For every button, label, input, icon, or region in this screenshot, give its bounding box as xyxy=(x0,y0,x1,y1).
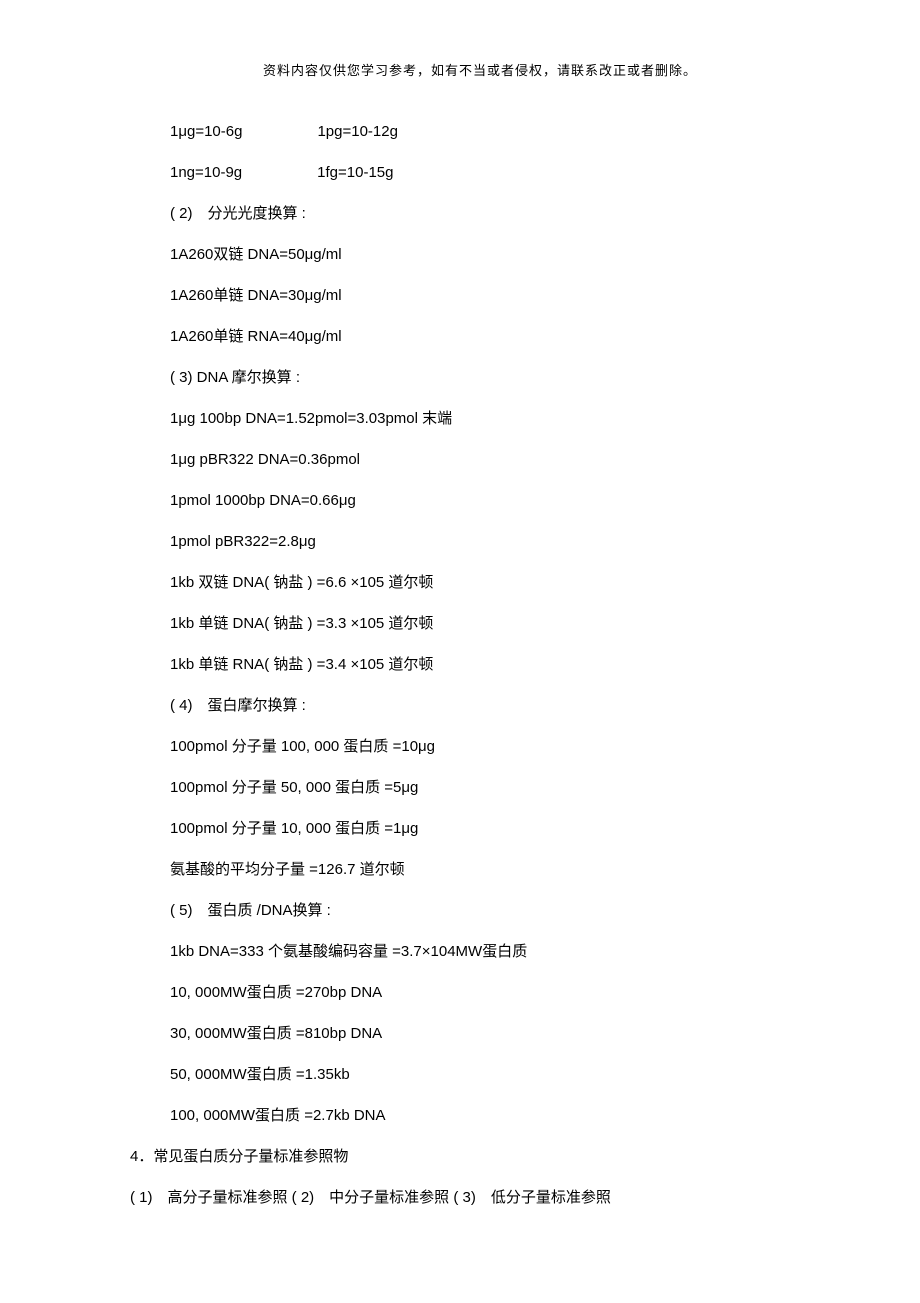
text-line: 1A260单链 DNA=30μg/ml xyxy=(170,288,790,303)
text-line: 1kb 单链 RNA( 钠盐 ) =3.4 ×105 道尔顿 xyxy=(170,657,790,672)
text-line: 1ng=10-9g 1fg=10-15g xyxy=(170,165,790,180)
text-line: 1kb 单链 DNA( 钠盐 ) =3.3 ×105 道尔顿 xyxy=(170,616,790,631)
text-line: 1A260双链 DNA=50μg/ml xyxy=(170,247,790,262)
header-disclaimer: 资料内容仅供您学习参考，如有不当或者侵权，请联系改正或者删除。 xyxy=(170,60,790,79)
text-line: 1kb 双链 DNA( 钠盐 ) =6.6 ×105 道尔顿 xyxy=(170,575,790,590)
text-line: 1A260单链 RNA=40μg/ml xyxy=(170,329,790,344)
text-line: 1μg 100bp DNA=1.52pmol=3.03pmol 末端 xyxy=(170,411,790,426)
section-heading: ( 4) 蛋白摩尔换算 : xyxy=(170,698,790,713)
text-line: 50, 000MW蛋白质 =1.35kb xyxy=(170,1067,790,1082)
section-heading: ( 5) 蛋白质 /DNA换算 : xyxy=(170,903,790,918)
text-line: 30, 000MW蛋白质 =810bp DNA xyxy=(170,1026,790,1041)
section-heading: ( 3) DNA 摩尔换算 : xyxy=(170,370,790,385)
subsection-list: ( 1) 高分子量标准参照 ( 2) 中分子量标准参照 ( 3) 低分子量标准参… xyxy=(130,1190,790,1205)
text-line: 100pmol 分子量 50, 000 蛋白质 =5μg xyxy=(170,780,790,795)
document-content: 1μg=10-6g 1pg=10-12g 1ng=10-9g 1fg=10-15… xyxy=(170,124,790,1205)
section-heading: ( 2) 分光光度换算 : xyxy=(170,206,790,221)
text-line: 1pmol 1000bp DNA=0.66μg xyxy=(170,493,790,508)
text-line: 100pmol 分子量 10, 000 蛋白质 =1μg xyxy=(170,821,790,836)
text-line: 1μg=10-6g 1pg=10-12g xyxy=(170,124,790,139)
text-line: 1kb DNA=333 个氨基酸编码容量 =3.7×104MW蛋白质 xyxy=(170,944,790,959)
text-line: 1pmol pBR322=2.8μg xyxy=(170,534,790,549)
text-line: 10, 000MW蛋白质 =270bp DNA xyxy=(170,985,790,1000)
section-heading-4: 4．常见蛋白质分子量标准参照物 xyxy=(130,1149,790,1164)
text-line: 氨基酸的平均分子量 =126.7 道尔顿 xyxy=(170,862,790,877)
text-line: 100, 000MW蛋白质 =2.7kb DNA xyxy=(170,1108,790,1123)
text-line: 100pmol 分子量 100, 000 蛋白质 =10μg xyxy=(170,739,790,754)
text-line: 1μg pBR322 DNA=0.36pmol xyxy=(170,452,790,467)
